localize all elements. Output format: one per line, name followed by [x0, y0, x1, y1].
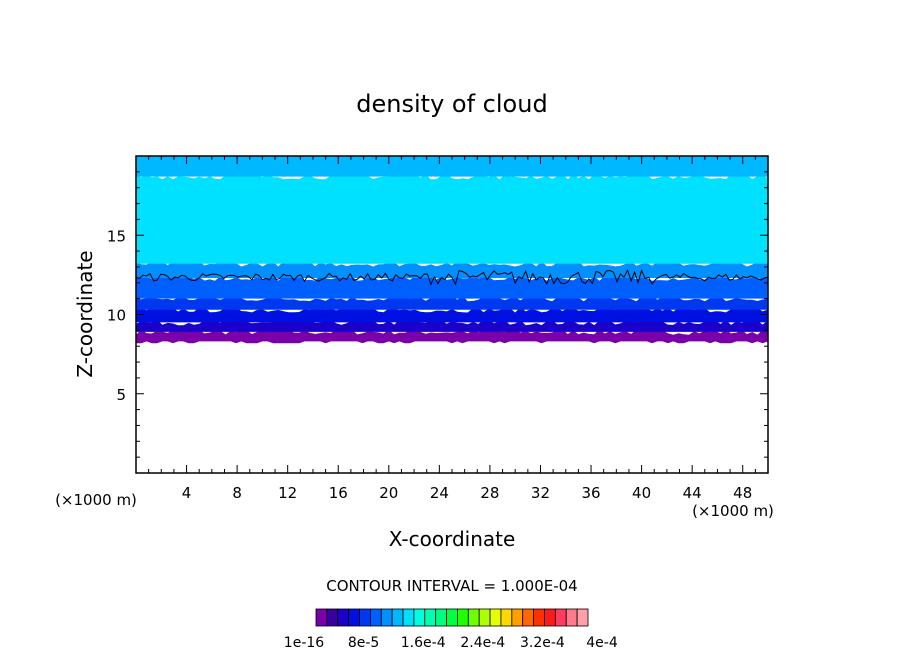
colorbar-swatch: [478, 608, 491, 627]
x-tick-label: 36: [581, 484, 600, 502]
y-axis-label: Z-coordinate: [73, 250, 97, 377]
colorbar-swatch: [435, 608, 447, 627]
axis-ticks: [136, 156, 768, 473]
x-tick-label: 32: [531, 484, 550, 502]
colorbar-label: 8e-5: [348, 635, 379, 651]
colorbar-label: 1.6e-4: [401, 635, 446, 651]
colorbar-swatch: [326, 608, 339, 627]
colorbar-swatch: [380, 608, 393, 627]
colorbar-swatch: [467, 608, 480, 627]
density-layer-5: [136, 261, 768, 278]
density-layer-6: [136, 173, 768, 264]
colorbar-swatch: [533, 608, 545, 627]
chart-title: density of cloud: [356, 90, 547, 118]
x-tick-label: 4: [182, 484, 192, 502]
y-tick-label: 15: [107, 227, 126, 245]
colorbar-label: 3.2e-4: [520, 635, 565, 651]
colorbar-swatch: [337, 608, 350, 627]
colorbar: [315, 608, 589, 627]
colorbar-swatch: [424, 608, 437, 627]
x-tick-label: 20: [379, 484, 398, 502]
x-axis-label: X-coordinate: [389, 527, 516, 551]
colorbar-swatch: [413, 608, 426, 627]
colorbar-swatch: [576, 608, 589, 627]
density-layer-1: [136, 319, 768, 332]
colorbar-swatch: [348, 608, 360, 627]
z-unit-label: (×1000 m): [55, 491, 137, 509]
x-tick-label: 44: [683, 484, 702, 502]
density-layer-3: [136, 295, 768, 310]
x-unit-label: (×1000 m): [692, 502, 774, 520]
colorbar-labels: 1e-16 8e-5 1.6e-4 2.4e-4 3.2e-4 4e-4: [284, 635, 618, 651]
colorbar-swatch: [446, 608, 458, 627]
x-tick-label: 8: [232, 484, 242, 502]
y-tick-labels: 5 10 15: [107, 227, 126, 404]
x-tick-label: 12: [278, 484, 297, 502]
colorbar-swatch: [565, 608, 578, 627]
x-tick-label: 48: [733, 484, 752, 502]
colorbar-swatch: [391, 608, 404, 627]
colorbar-label: 2.4e-4: [460, 635, 505, 651]
x-tick-label: 16: [329, 484, 348, 502]
contour-interval-text: CONTOUR INTERVAL = 1.000E-04: [326, 577, 577, 595]
colorbar-swatch: [500, 608, 513, 627]
x-tick-labels: 4 8 12 16 20 24 28 32 36 40 44 48: [182, 484, 752, 502]
colorbar-swatch: [359, 608, 371, 627]
y-tick-label: 5: [116, 386, 126, 404]
colorbar-swatch: [402, 608, 415, 627]
colorbar-swatch: [554, 608, 567, 627]
density-layer-4: [136, 275, 768, 299]
colorbar-swatch: [511, 608, 524, 627]
contour-line: [135, 268, 769, 286]
colorbar-swatch: [369, 608, 382, 627]
colorbar-swatch: [315, 608, 328, 627]
colorbar-label: 1e-16: [284, 635, 324, 651]
colorbar-swatch: [522, 608, 534, 627]
density-layer-2: [136, 307, 768, 323]
plot-fill: [136, 156, 768, 344]
x-tick-label: 24: [430, 484, 449, 502]
colorbar-swatch: [489, 608, 502, 627]
y-tick-label: 10: [107, 307, 126, 325]
x-tick-label: 40: [632, 484, 651, 502]
colorbar-label: 4e-4: [586, 635, 618, 651]
density-layer-0: [136, 329, 768, 344]
density-layer-7: [136, 156, 768, 177]
x-tick-label: 28: [480, 484, 499, 502]
colorbar-swatch: [544, 608, 556, 627]
colorbar-swatch: [457, 608, 469, 627]
